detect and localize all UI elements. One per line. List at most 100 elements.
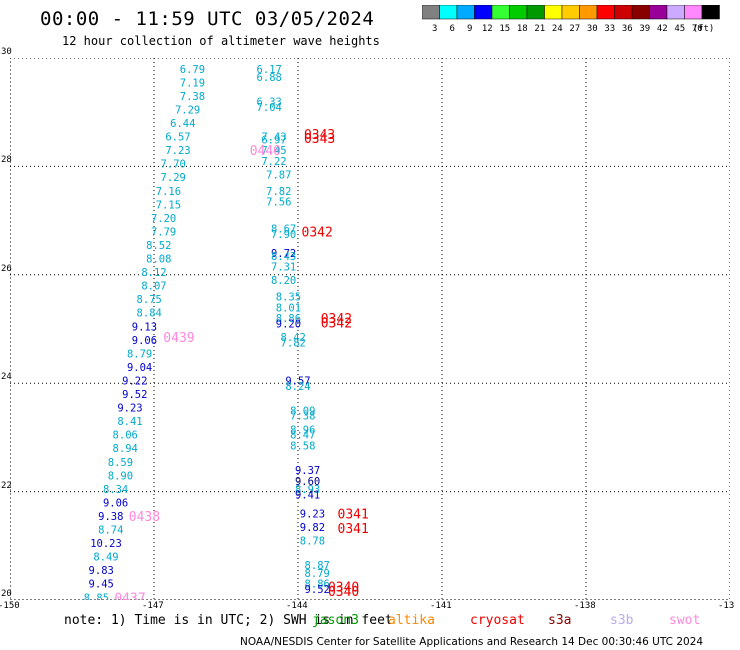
wave-height-value: 9.20	[276, 319, 301, 331]
wave-height-value: 8.78	[300, 535, 325, 547]
wave-height-value: 6.97	[261, 134, 286, 146]
legend-swatch	[649, 5, 668, 20]
wave-height-value: 9.45	[89, 579, 114, 591]
legend-swatch	[509, 5, 528, 20]
wave-height-value: 8.49	[93, 552, 118, 564]
wave-height-value: 7.70	[161, 159, 186, 171]
wave-height-value: 8.20	[271, 275, 296, 287]
wave-height-value: 7.29	[175, 104, 200, 116]
satellite-label-jason3: jason3	[312, 613, 359, 628]
wave-height-value: 7.82	[266, 186, 291, 198]
wave-height-value: 9.52	[122, 389, 147, 401]
wave-height-value: 7.87	[266, 170, 291, 182]
wave-height-value: 6.57	[165, 132, 190, 144]
pass-time-label: 0438	[129, 510, 160, 525]
color-legend: 3 6 9 12 15 18 21 24 27 30 33 36 39 42 45 70(ft)	[422, 5, 720, 34]
footer-credit: NOAA/NESDIS Center for Satellite Applica…	[240, 636, 704, 648]
wave-height-value: 7.31	[271, 262, 296, 274]
wave-height-value: 7.04	[257, 102, 282, 114]
wave-height-value: 8.34	[103, 484, 128, 496]
legend-swatch	[561, 5, 580, 20]
legend-label: 39	[639, 24, 650, 34]
wave-height-value: 7.19	[180, 77, 205, 89]
legend-label: 12	[482, 24, 493, 34]
wave-height-value: 9.57	[285, 375, 310, 387]
legend-swatch	[666, 5, 685, 20]
wave-height-value: 8.24	[285, 381, 310, 393]
wave-height-value: 8.07	[141, 281, 166, 293]
x-tick-label: -13	[718, 601, 735, 611]
wave-height-value: 8.52	[146, 240, 171, 252]
y-tick-label: 30	[1, 47, 12, 57]
wave-height-value: 8.09	[290, 405, 315, 417]
wave-height-value: 9.06	[103, 497, 128, 509]
wave-height-value: 8.79	[127, 348, 152, 360]
legend-swatch	[422, 5, 440, 20]
wave-height-value: 8.43	[271, 251, 296, 263]
legend-swatch	[701, 5, 720, 20]
wave-height-value: 7.23	[165, 145, 190, 157]
y-tick-label: 24	[1, 372, 12, 383]
legend-label: 21	[534, 24, 545, 34]
x-tick-label: -138	[574, 601, 596, 611]
legend-label: 45	[674, 24, 685, 34]
wave-height-value: 9.13	[132, 321, 157, 333]
wave-height-value: 8.84	[137, 308, 162, 320]
wave-height-value: 8.86	[276, 313, 301, 325]
wave-height-value: 7.43	[261, 132, 286, 144]
legend-label: 33	[604, 24, 615, 34]
wave-height-value: 8.79	[305, 568, 330, 580]
legend-label: 6	[450, 24, 455, 34]
legend-swatch	[456, 5, 475, 20]
wave-height-value: 9.41	[295, 489, 320, 501]
wave-height-value: 6.17	[257, 64, 282, 76]
wave-height-value: 7.20	[151, 213, 176, 225]
wave-height-value: 8.67	[271, 224, 296, 236]
y-tick-label: 22	[1, 480, 12, 491]
y-tick-label: 20	[1, 589, 12, 599]
y-tick-label: 28	[1, 155, 12, 166]
wave-height-value: 8.85	[84, 592, 109, 600]
legend-label: 70	[692, 24, 703, 34]
wave-height-value: 7.22	[261, 156, 286, 168]
wave-height-value: 10.23	[90, 538, 122, 550]
wave-height-value: 9.04	[127, 362, 152, 374]
wave-height-value: 7.82	[281, 338, 306, 350]
wave-height-value: 7.16	[156, 186, 181, 198]
pass-time-label: 0340	[328, 580, 359, 595]
pass-time-label: 0342	[321, 316, 352, 331]
y-tick-label: 26	[1, 263, 12, 274]
wave-height-value: 8.12	[141, 267, 166, 279]
wave-height-value: 8.58	[290, 441, 315, 453]
wave-height-value: 7.38	[290, 411, 315, 423]
legend-unit: (ft)	[693, 24, 715, 34]
pass-time-label: 0341	[338, 522, 369, 537]
pass-time-label: 0437	[114, 591, 145, 600]
legend-swatch	[596, 5, 615, 20]
legend-swatch	[631, 5, 650, 20]
wave-height-value: 7.45	[261, 145, 286, 157]
legend-label: 30	[587, 24, 598, 34]
pass-time-label: 0343	[304, 132, 335, 147]
wave-height-value: 8.87	[305, 560, 330, 572]
legend-swatch	[526, 5, 545, 20]
wave-height-value: 6.33	[257, 96, 282, 108]
wave-height-value: 8.47	[290, 430, 315, 442]
satellite-label-altika: altika	[388, 613, 435, 628]
wave-height-value: 8.96	[290, 424, 315, 436]
legend-swatch	[614, 5, 633, 20]
pass-time-label: 0343	[304, 128, 335, 143]
wave-height-value: 7.79	[151, 226, 176, 238]
wave-height-value: 6.79	[180, 64, 205, 76]
wave-height-value: 7.38	[180, 91, 205, 103]
wave-height-value: 9.38	[98, 511, 123, 523]
wave-height-value: 9.23	[300, 508, 325, 520]
wave-height-value: 8.41	[117, 416, 142, 428]
satellite-label-s3a: s3a	[548, 613, 572, 628]
legend-label: 24	[552, 24, 563, 34]
wave-height-value: 8.42	[281, 332, 306, 344]
legend-swatch	[544, 5, 563, 20]
satellite-label-swot: swot	[669, 613, 701, 628]
wave-height-value: 9.83	[89, 565, 114, 577]
wave-height-value: 8.01	[276, 302, 301, 314]
